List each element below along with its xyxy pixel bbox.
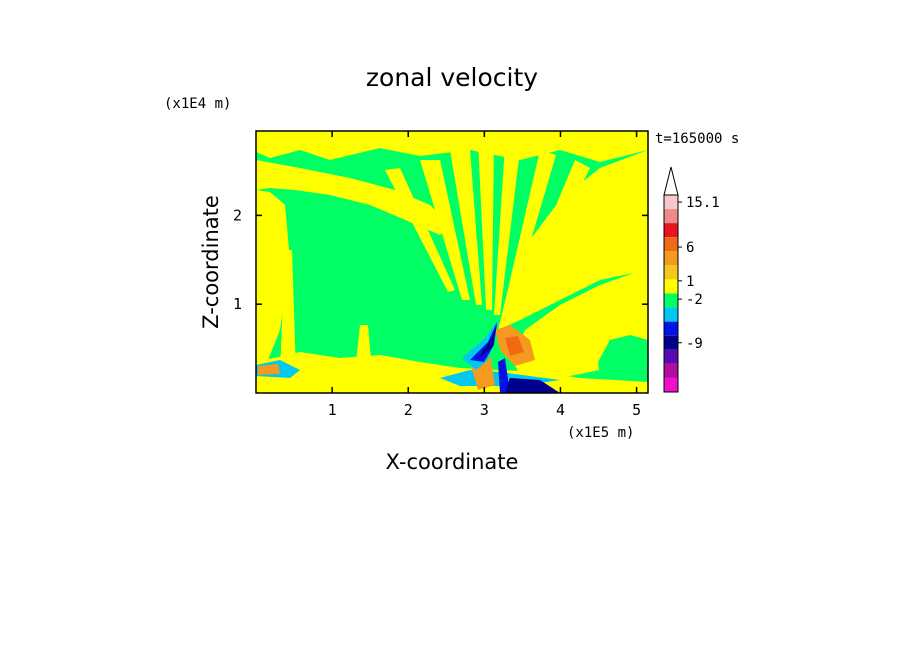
colorbar-label: -2 bbox=[686, 292, 703, 308]
y-axis-label: Z-coordinate bbox=[199, 195, 223, 329]
fan-ray bbox=[494, 145, 520, 315]
colorbar-swatch bbox=[664, 293, 678, 308]
colorbar-extend-arrow bbox=[663, 166, 679, 196]
x-axis-ticks: 1 2 3 4 5 bbox=[328, 131, 641, 419]
fan-ray bbox=[509, 160, 590, 320]
x-axis-label: X-coordinate bbox=[386, 450, 519, 474]
cold-surface-navy bbox=[505, 378, 560, 393]
colorbar-frame bbox=[663, 194, 679, 393]
cold-core-navy bbox=[478, 325, 497, 358]
contour-field bbox=[256, 131, 648, 393]
colorbar-swatch bbox=[664, 335, 678, 350]
left-plume bbox=[355, 325, 372, 372]
central-red-patch bbox=[505, 336, 524, 356]
cold-core-cyan bbox=[462, 320, 498, 370]
colorbar-swatch bbox=[664, 377, 678, 392]
x-tick-label: 1 bbox=[328, 401, 337, 419]
y-tick-label: 1 bbox=[233, 295, 242, 313]
colorbar-swatch bbox=[664, 209, 678, 224]
left-yellow-column bbox=[256, 190, 290, 362]
colorbar-label: -9 bbox=[686, 336, 703, 352]
y-tick-label: 2 bbox=[233, 206, 242, 224]
fan-ray bbox=[478, 140, 494, 310]
colorbar-label: 1 bbox=[686, 274, 694, 290]
x-tick-label: 4 bbox=[556, 401, 565, 419]
colorbar-swatch bbox=[664, 223, 678, 238]
colorbar-swatch bbox=[664, 265, 678, 280]
x-tick-label: 5 bbox=[632, 401, 641, 419]
cold-column-blue bbox=[498, 358, 510, 393]
plot-frame bbox=[255, 130, 649, 394]
colorbar-swatch bbox=[664, 195, 678, 210]
fan-ray bbox=[450, 150, 482, 305]
left-warm-patch bbox=[258, 364, 280, 375]
colorbar-swatch bbox=[664, 307, 678, 322]
colorbar: 15.1 6 1 -2 -9 bbox=[663, 166, 720, 393]
x-tick-label: 2 bbox=[404, 401, 413, 419]
right-yellow-area bbox=[498, 150, 648, 330]
colorbar-swatch bbox=[664, 237, 678, 252]
right-green-bump bbox=[598, 335, 648, 380]
colorbar-label: 6 bbox=[686, 240, 694, 256]
x-tick-label: 3 bbox=[480, 401, 489, 419]
colorbar-swatch bbox=[664, 279, 678, 294]
y-axis-ticks: 12 bbox=[233, 206, 648, 313]
chart-title: zonal velocity bbox=[366, 63, 538, 92]
colorbar-label: 15.1 bbox=[686, 195, 720, 211]
left-yellow-tongue bbox=[256, 160, 450, 235]
left-plume bbox=[280, 250, 296, 372]
fan-ray bbox=[420, 160, 470, 300]
time-label: t=165000 s bbox=[655, 131, 739, 147]
colorbar-swatch bbox=[664, 251, 678, 266]
colorbar-swatch bbox=[664, 349, 678, 364]
fan-ray bbox=[502, 150, 556, 318]
y-unit-label: (x1E4 m) bbox=[164, 96, 231, 112]
fan-ray bbox=[385, 168, 455, 292]
colorbar-swatch bbox=[664, 321, 678, 336]
top-yellow-band bbox=[256, 131, 648, 162]
low-yellow-layer bbox=[256, 352, 648, 393]
colorbar-swatch bbox=[664, 363, 678, 378]
x-unit-label: (x1E5 m) bbox=[567, 425, 634, 441]
